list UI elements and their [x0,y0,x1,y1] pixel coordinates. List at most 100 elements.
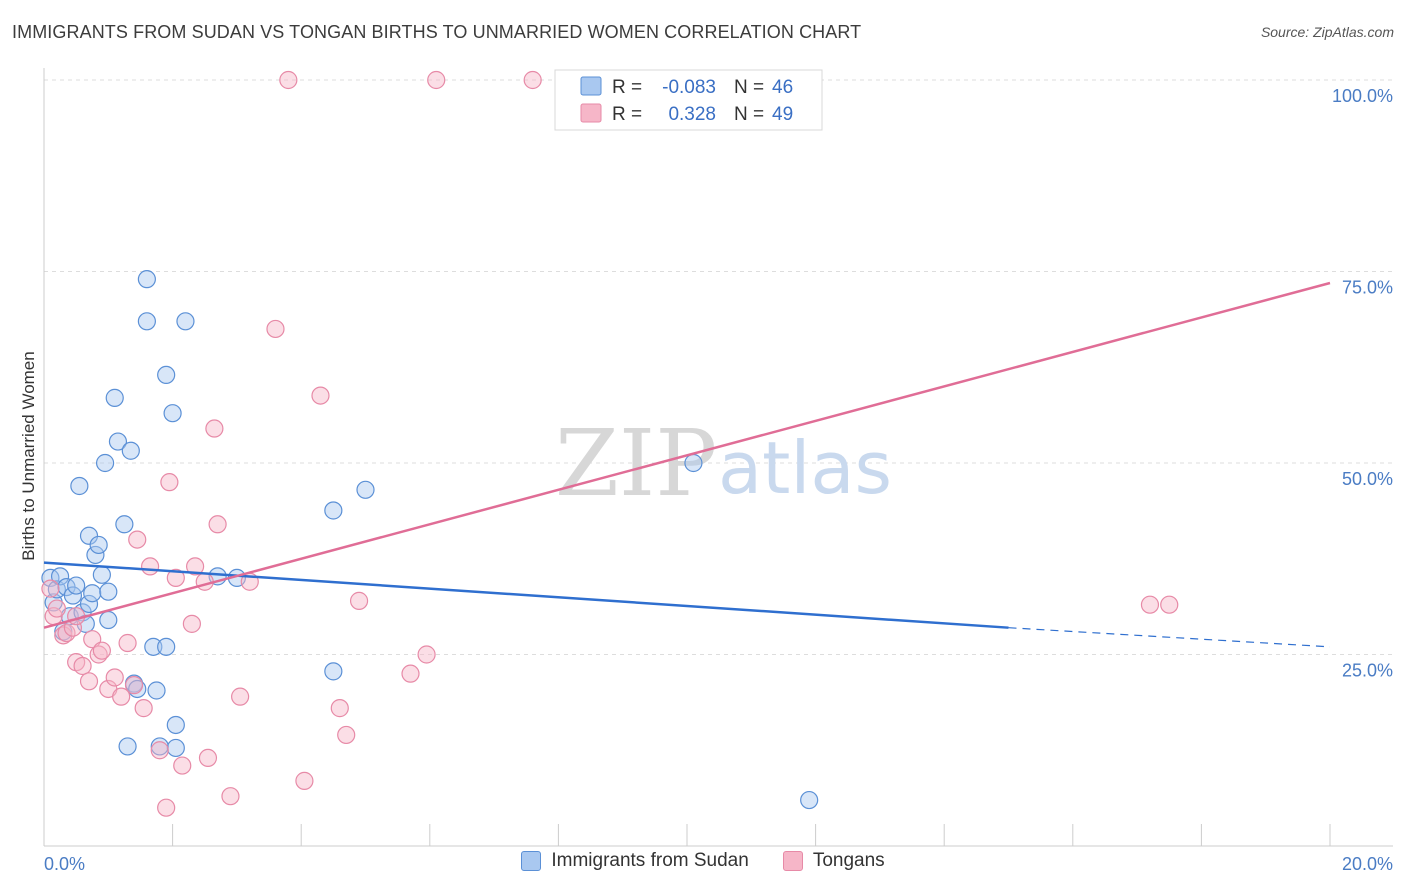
data-point-sudan [157,637,176,656]
data-point-tongan [221,787,240,806]
legend-n-value-sudan: 46 [772,77,793,98]
legend-r-value-tongan: 0.328 [668,104,716,125]
data-point-tongan [157,798,176,817]
grid [44,79,1393,655]
legend-r-label-sudan: R = [612,77,642,98]
trend-lines [43,281,1331,648]
data-point-sudan [115,515,134,534]
data-point-sudan [163,404,182,423]
data-point-tongan [279,70,298,90]
chart-title: IMMIGRANTS FROM SUDAN VS TONGAN BIRTHS T… [12,22,862,42]
data-point-tongan [231,687,250,706]
data-point-tongan [79,672,99,691]
watermark-atlas: atlas [718,426,892,510]
data-point-tongan [1140,595,1160,614]
data-point-tongan [92,641,111,660]
legend-r-value-sudan: -0.083 [662,77,716,98]
source-label: Source: ZipAtlas.com [1260,24,1394,40]
data-point-sudan [137,270,156,289]
data-point-tongan [523,70,542,90]
data-point-tongan [73,656,92,676]
data-point-tongan [112,687,131,706]
data-point-tongan [337,725,356,745]
data-point-tongan [208,515,227,534]
bottom-legend-item-sudan: Immigrants from Sudan [521,850,749,872]
data-point-sudan [324,662,343,681]
data-point-sudan [137,312,156,331]
data-point-sudan [684,453,703,473]
data-point-tongan [427,70,446,90]
data-point-tongan [47,599,66,618]
data-point-sudan [92,565,111,584]
data-point-sudan [67,576,86,595]
data-point-sudan [800,790,819,810]
data-point-sudan [95,453,115,473]
bottom-legend: Immigrants from Sudan Tongans [0,850,1406,872]
legend-box: R = -0.083 N = 46 R = 0.328 N = 49 [554,69,823,131]
series-sudan-points [41,270,819,810]
x-tick-label-max: 20.0% [1342,854,1393,874]
data-point-sudan [83,584,102,603]
y-tick-label: 75.0% [1342,278,1393,298]
data-point-tongan [128,530,147,549]
data-point-tongan [266,319,285,339]
y-axis-label: Births to Unmarried Women [19,351,38,560]
y-tick-label: 50.0% [1342,469,1393,489]
watermark-zip: ZIP [555,410,717,517]
data-point-sudan [63,586,83,605]
series-tongan-points [41,70,1179,817]
data-point-tongan [160,473,179,492]
data-point-tongan [54,626,73,645]
data-point-sudan [108,432,128,451]
bottom-legend-swatch-sudan [521,851,542,871]
data-point-tongan [166,568,185,588]
data-point-tongan [401,664,420,683]
data-point-tongan [205,419,224,438]
data-point-tongan [150,741,169,760]
data-point-tongan [349,591,369,610]
x-tick-label-min: 0.0% [44,854,85,874]
data-point-tongan [1160,595,1179,614]
data-point-sudan [121,441,140,460]
data-point-tongan [118,633,137,653]
data-point-sudan [89,535,108,555]
data-point-sudan [166,738,185,758]
axes [43,68,1393,847]
data-point-tongan [173,756,192,775]
bottom-legend-label-tongan: Tongans [812,850,885,871]
data-point-sudan [105,388,124,407]
data-point-tongan [41,579,60,598]
bottom-legend-item-tongan: Tongans [782,850,885,872]
data-point-sudan [324,501,343,520]
data-point-sudan [157,365,176,385]
data-point-sudan [176,312,195,331]
legend-n-label-sudan: N = [734,77,764,98]
bottom-legend-label-sudan: Immigrants from Sudan [551,850,749,871]
data-point-sudan [150,737,169,756]
data-point-tongan [186,557,205,576]
trend-line-sudan-extension [1008,627,1331,648]
data-point-sudan [99,582,118,601]
legend-swatch-sudan [580,76,602,96]
data-point-sudan [99,610,118,630]
data-point-sudan [147,681,166,700]
y-tick-label: 25.0% [1342,661,1393,681]
data-point-sudan [70,476,89,496]
data-point-tongan [295,771,314,790]
legend-n-value-tongan: 49 [772,104,793,125]
data-point-tongan [198,748,218,768]
y-tick-label: 100.0% [1332,86,1393,106]
data-point-sudan [50,567,70,586]
data-point-sudan [356,480,375,499]
data-point-sudan [79,526,99,545]
data-point-tongan [311,386,330,405]
data-point-sudan [166,715,185,735]
data-point-tongan [140,557,160,576]
data-point-sudan [79,594,99,614]
bottom-legend-swatch-tongan [782,851,803,871]
data-point-tongan [330,699,349,718]
data-point-sudan [86,545,105,565]
data-point-tongan [182,614,201,633]
trend-line-tongan [43,281,1331,629]
